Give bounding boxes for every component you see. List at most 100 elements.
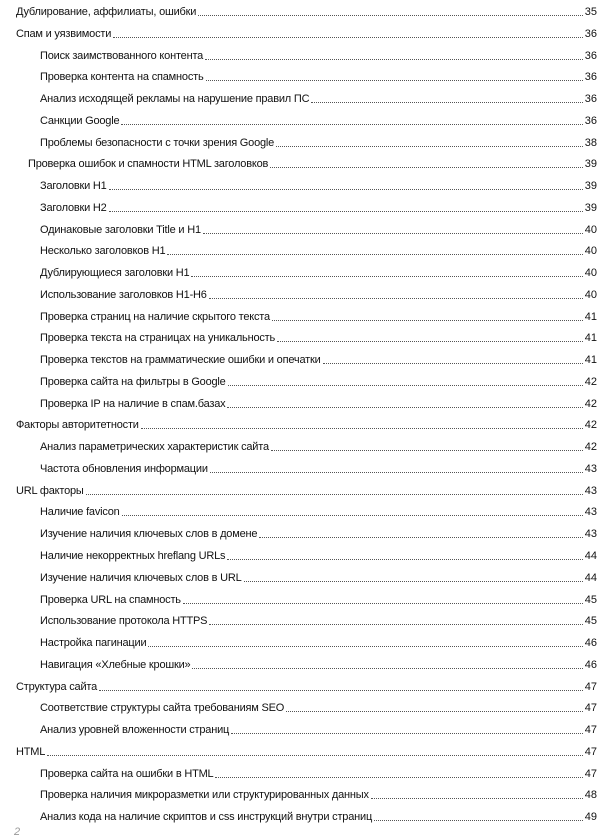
- toc-entry[interactable]: Санкции Google 36: [40, 112, 597, 128]
- toc-entry-page: 47: [584, 745, 597, 758]
- toc-entry-title[interactable]: Изучение наличия ключевых слов в URL: [40, 570, 243, 585]
- toc-entry[interactable]: Структура сайта 47: [16, 678, 597, 694]
- toc-entry[interactable]: Проверка IP на наличие в спам.базах 42: [40, 395, 597, 411]
- toc-entry-title[interactable]: Проблемы безопасности с точки зрения Goo…: [40, 135, 276, 150]
- toc-entry-page: 44: [584, 571, 597, 584]
- toc-entry-title[interactable]: Соответствие структуры сайта требованиям…: [40, 701, 286, 716]
- toc-entry[interactable]: Одинаковые заголовки Title и H1 40: [40, 221, 597, 237]
- toc-entry-title[interactable]: Наличие favicon: [40, 505, 121, 520]
- toc-entry[interactable]: Дублирование, аффилиаты, ошибки 35: [16, 3, 597, 19]
- toc-entry[interactable]: Наличие некорректных hreflang URLs 44: [40, 547, 597, 563]
- toc-entry[interactable]: Наличие favicon 43: [40, 503, 597, 520]
- toc-entry-title[interactable]: Проверка сайта на ошибки в HTML: [40, 766, 215, 781]
- toc-entry-title[interactable]: Заголовки H1: [40, 179, 108, 194]
- toc-entry[interactable]: Заголовки H1 39: [40, 177, 597, 194]
- toc-entry-title[interactable]: Настройка пагинации: [40, 636, 148, 651]
- toc-entry[interactable]: Частота обновления информации 43: [40, 460, 597, 476]
- toc-entry-title[interactable]: Анализ исходящей рекламы на нарушение пр…: [40, 92, 311, 107]
- dot-leader: [99, 689, 583, 691]
- toc-entry[interactable]: Поиск заимствованного контента 36: [40, 47, 597, 63]
- toc-entry[interactable]: Проблемы безопасности с точки зрения Goo…: [40, 134, 597, 150]
- toc-entry[interactable]: HTML 47: [16, 743, 597, 759]
- toc-entry[interactable]: Соответствие структуры сайта требованиям…: [40, 699, 597, 716]
- dot-leader: [271, 319, 583, 321]
- dot-leader: [108, 210, 583, 212]
- dot-leader: [231, 732, 583, 735]
- toc-entry-title[interactable]: Одинаковые заголовки Title и H1: [40, 222, 202, 237]
- toc-entry[interactable]: Заголовки H2 39: [40, 199, 597, 215]
- toc-entry-title[interactable]: Поиск заимствованного контента: [40, 48, 205, 63]
- toc-entry[interactable]: Анализ кода на наличие скриптов и css ин…: [40, 808, 597, 825]
- toc-entry[interactable]: Анализ уровней вложенности страниц 47: [40, 721, 597, 738]
- toc-entry[interactable]: Спам и уязвимости 36: [16, 25, 597, 41]
- toc-entry-title[interactable]: URL факторы: [16, 483, 85, 498]
- toc-entry-page: 40: [584, 223, 597, 236]
- toc-entry[interactable]: Факторы авторитетности 42: [16, 416, 597, 433]
- toc-entry-title[interactable]: Использование заголовков H1-H6: [40, 287, 208, 302]
- toc-entry-page: 36: [584, 71, 597, 84]
- toc-entry-title[interactable]: Проверка IP на наличие в спам.базах: [40, 396, 227, 411]
- toc-entry-title[interactable]: Анализ параметрических характеристик сай…: [40, 440, 270, 455]
- toc-entry[interactable]: Проверка текстов на грамматические ошибк…: [40, 351, 597, 368]
- toc-entry-page: 43: [584, 506, 597, 519]
- toc-entry[interactable]: Изучение наличия ключевых слов в домене 4…: [40, 525, 597, 542]
- toc-entry-title[interactable]: Использование протокола HTTPS: [40, 614, 209, 629]
- toc-entry-title[interactable]: Проверка текста на страницах на уникальн…: [40, 331, 277, 346]
- toc-entry[interactable]: Проверка ошибок и спамности HTML заголов…: [28, 155, 597, 172]
- dot-leader: [227, 558, 583, 560]
- toc-entry-title[interactable]: Наличие некорректных hreflang URLs: [40, 549, 227, 563]
- dot-leader: [192, 667, 583, 669]
- dot-leader: [277, 340, 583, 343]
- toc-entry[interactable]: Проверка сайта на фильтры в Google 42: [40, 373, 597, 389]
- toc-entry-title[interactable]: Проверка наличия микроразметки или струк…: [40, 788, 370, 803]
- toc-entry-title[interactable]: Частота обновления информации: [40, 461, 209, 476]
- toc-entry[interactable]: Анализ параметрических характеристик сай…: [40, 438, 597, 455]
- dot-leader: [85, 493, 583, 495]
- toc-entry[interactable]: Проверка текста на страницах на уникальн…: [40, 329, 597, 346]
- toc-entry[interactable]: Анализ исходящей рекламы на нарушение пр…: [40, 90, 597, 107]
- dot-leader: [208, 297, 583, 299]
- toc-entry-title[interactable]: Заголовки H2: [40, 200, 108, 215]
- toc-entry-title[interactable]: Проверка URL на спамность: [40, 592, 182, 607]
- toc-entry-title[interactable]: Санкции Google: [40, 113, 121, 128]
- toc-entry[interactable]: Проверка страниц на наличие скрытого тек…: [40, 308, 597, 324]
- toc-entry-page: 40: [584, 288, 597, 301]
- toc-entry-title[interactable]: Проверка контента на спамность: [40, 70, 205, 85]
- toc-entry-title[interactable]: Структура сайта: [16, 679, 99, 694]
- toc-entry[interactable]: Проверка наличия микроразметки или струк…: [40, 786, 597, 803]
- toc-entry-title[interactable]: Проверка ошибок и спамности HTML заголов…: [28, 157, 270, 172]
- dot-leader: [227, 384, 583, 386]
- toc-entry-title[interactable]: Анализ кода на наличие скриптов и css ин…: [40, 810, 374, 825]
- toc-entry[interactable]: Навигация «Хлебные крошки» 46: [40, 656, 597, 672]
- toc-entry-title[interactable]: Проверка страниц на наличие скрытого тек…: [40, 309, 271, 324]
- toc-entry-title[interactable]: Изучение наличия ключевых слов в домене: [40, 527, 259, 542]
- toc-entry[interactable]: Проверка URL на спамность 45: [40, 591, 597, 607]
- toc-entry[interactable]: Проверка контента на спамность 36: [40, 68, 597, 85]
- toc-entry[interactable]: Настройка пагинации 46: [40, 634, 597, 651]
- toc-entry-title[interactable]: Навигация «Хлебные крошки»: [40, 657, 192, 672]
- dot-leader: [121, 123, 583, 125]
- toc-entry-title[interactable]: Факторы авторитетности: [16, 418, 140, 433]
- toc-entry-title[interactable]: Дублирующиеся заголовки H1: [40, 266, 191, 281]
- toc-entry-title[interactable]: HTML: [16, 744, 47, 759]
- toc-entry-title[interactable]: Спам и уязвимости: [16, 26, 113, 41]
- toc-entry-title[interactable]: Несколько заголовков H1: [40, 244, 167, 259]
- toc-entry-page: 47: [584, 702, 597, 715]
- toc-entry[interactable]: Дублирующиеся заголовки H1 40: [40, 264, 597, 281]
- dot-leader: [209, 623, 583, 626]
- toc-entry-title[interactable]: Проверка текстов на грамматические ошибк…: [40, 353, 322, 368]
- toc-entry-title[interactable]: Анализ уровней вложенности страниц: [40, 723, 231, 738]
- toc-entry-title[interactable]: Дублирование, аффилиаты, ошибки: [16, 5, 198, 19]
- toc-entry[interactable]: URL факторы 43: [16, 482, 597, 498]
- toc-entry-title[interactable]: Проверка сайта на фильтры в Google: [40, 374, 227, 389]
- toc-entry-page: 45: [584, 593, 597, 606]
- toc-entry[interactable]: Несколько заголовков H1 40: [40, 242, 597, 259]
- dot-leader: [148, 645, 583, 648]
- toc-entry[interactable]: Проверка сайта на ошибки в HTML 47: [40, 765, 597, 781]
- toc-entry-page: 41: [584, 310, 597, 323]
- dot-leader: [270, 166, 583, 169]
- toc-entry-page: 43: [584, 528, 597, 541]
- toc-entry[interactable]: Изучение наличия ключевых слов в URL 44: [40, 569, 597, 585]
- toc-entry[interactable]: Использование заголовков H1-H6 40: [40, 286, 597, 302]
- toc-entry[interactable]: Использование протокола HTTPS 45: [40, 612, 597, 629]
